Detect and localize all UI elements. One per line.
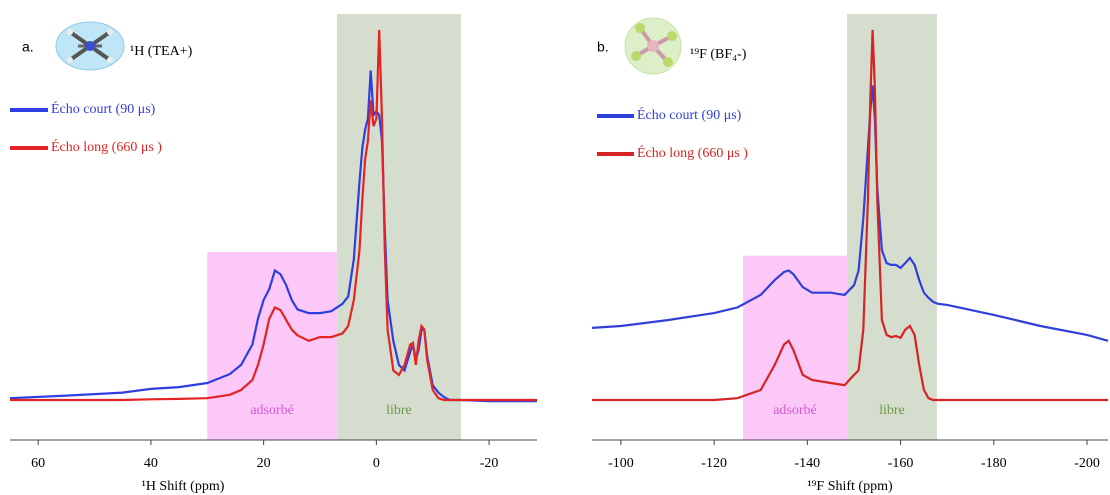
molecule-icon-a xyxy=(55,21,125,71)
region-label: libre xyxy=(386,403,412,418)
x-tick-label: -160 xyxy=(888,456,914,471)
x-tick-label: -20 xyxy=(480,456,499,471)
region-label: libre xyxy=(879,403,905,418)
panel-title: ¹⁹F (BF₄-) xyxy=(690,47,747,62)
x-tick-label: -200 xyxy=(1074,456,1100,471)
x-tick-label: -100 xyxy=(608,456,634,471)
spectrum-line xyxy=(592,29,1108,402)
spectrum-line xyxy=(591,85,1109,342)
region-label: adsorbé xyxy=(250,403,294,418)
x-tick-label: 60 xyxy=(31,456,45,471)
x-tick-label: 40 xyxy=(144,456,158,471)
x-axis-label: ¹H Shift (ppm) xyxy=(142,479,225,494)
region xyxy=(743,255,847,440)
x-tick-label: -140 xyxy=(795,456,821,471)
panel-label: a. xyxy=(22,39,34,55)
legend-label: Écho long (660 μs ) xyxy=(51,138,162,155)
legend-label: Écho court (90 μs) xyxy=(637,106,742,123)
chart: adsorbé libre Écho court (90 μs) Écho long … xyxy=(9,14,537,494)
panel-label: b. xyxy=(597,39,609,55)
chart: adsorbé libre Écho court (90 μs) Écho long … xyxy=(591,14,1109,494)
x-axis-label: ¹⁹F Shift (ppm) xyxy=(807,479,893,494)
region xyxy=(846,14,937,440)
x-tick-label: 0 xyxy=(373,456,380,471)
x-tick-label: -180 xyxy=(981,456,1007,471)
legend-label: Écho long (660 μs ) xyxy=(637,144,748,161)
region-label: adsorbé xyxy=(773,403,817,418)
molecule-icon-b xyxy=(624,17,682,75)
panel-title: ¹H (TEA+) xyxy=(130,44,193,59)
x-tick-label: -120 xyxy=(701,456,727,471)
x-tick-label: 20 xyxy=(257,456,271,471)
spectrum-line xyxy=(10,29,537,402)
region xyxy=(336,14,461,440)
legend-label: Écho court (90 μs) xyxy=(51,100,156,117)
